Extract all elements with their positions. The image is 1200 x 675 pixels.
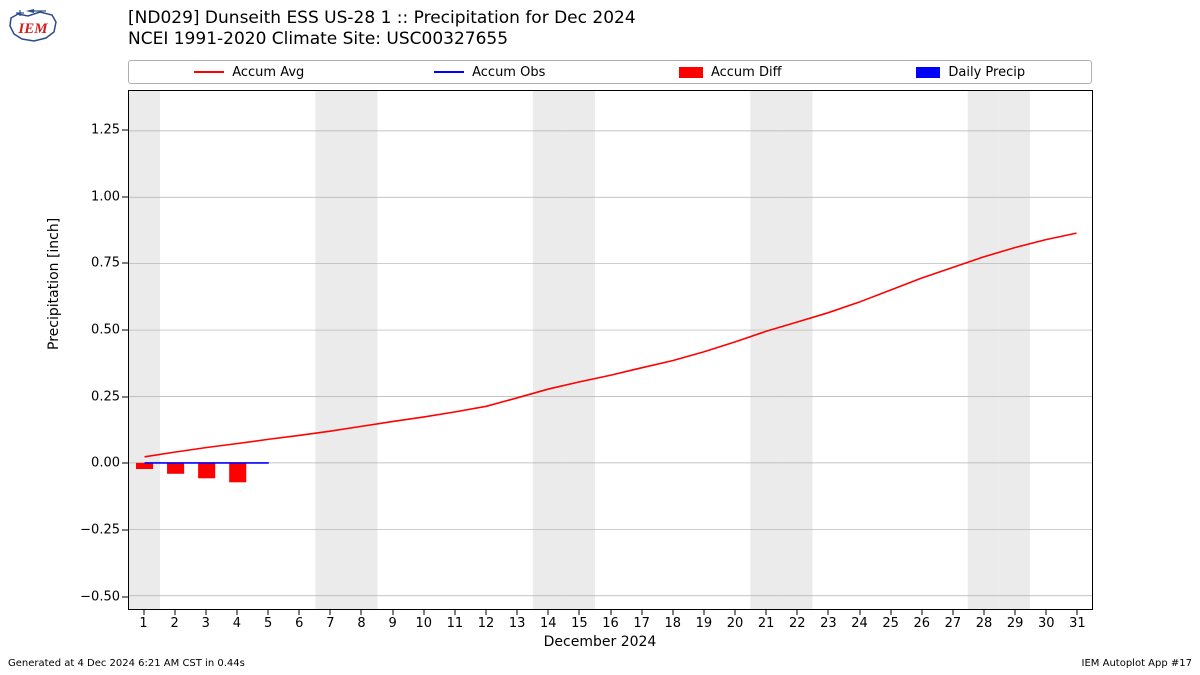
x-tick-mark — [610, 610, 611, 615]
chart-title-block: [ND029] Dunseith ESS US-28 1 :: Precipit… — [128, 8, 636, 51]
x-tick-label: 9 — [388, 616, 396, 631]
x-tick-mark — [952, 610, 953, 615]
x-tick-label: 3 — [202, 616, 210, 631]
y-tick-label: 0.50 — [80, 323, 120, 338]
x-tick-mark — [330, 610, 331, 615]
legend-item: Daily Precip — [851, 65, 1092, 80]
legend-label: Accum Avg — [232, 65, 304, 80]
legend-block-swatch — [679, 67, 703, 78]
legend-item: Accum Avg — [129, 65, 370, 80]
x-tick-label: 14 — [540, 616, 557, 631]
x-tick-mark — [299, 610, 300, 615]
x-tick-mark — [1077, 610, 1078, 615]
x-tick-mark — [485, 610, 486, 615]
x-tick-mark — [703, 610, 704, 615]
x-tick-label: 23 — [820, 616, 837, 631]
x-tick-label: 1 — [139, 616, 147, 631]
x-tick-label: 5 — [264, 616, 272, 631]
x-axis: 1234567891011121314151617181920212223242… — [128, 610, 1093, 630]
x-tick-mark — [1015, 610, 1016, 615]
title-line-1: [ND029] Dunseith ESS US-28 1 :: Precipit… — [128, 8, 636, 29]
x-tick-mark — [735, 610, 736, 615]
x-tick-label: 4 — [233, 616, 241, 631]
footer-generated: Generated at 4 Dec 2024 6:21 AM CST in 0… — [8, 658, 245, 669]
y-axis-label: Precipitation [inch] — [46, 218, 62, 350]
x-tick-mark — [548, 610, 549, 615]
x-tick-mark — [174, 610, 175, 615]
footer-app-id: IEM Autoplot App #17 — [1082, 658, 1192, 669]
x-tick-mark — [921, 610, 922, 615]
x-tick-label: 12 — [478, 616, 495, 631]
x-tick-mark — [828, 610, 829, 615]
y-tick-label: −0.50 — [80, 589, 120, 604]
x-axis-label: December 2024 — [0, 634, 1200, 650]
x-tick-label: 30 — [1038, 616, 1055, 631]
x-tick-mark — [205, 610, 206, 615]
x-tick-mark — [236, 610, 237, 615]
x-tick-mark — [268, 610, 269, 615]
x-tick-mark — [361, 610, 362, 615]
legend-line-swatch — [434, 71, 464, 73]
x-tick-label: 25 — [882, 616, 899, 631]
x-tick-mark — [890, 610, 891, 615]
x-tick-mark — [579, 610, 580, 615]
x-tick-label: 2 — [171, 616, 179, 631]
plot-canvas — [129, 91, 1092, 609]
y-tick-label: 0.00 — [80, 456, 120, 471]
x-tick-label: 19 — [696, 616, 713, 631]
x-tick-label: 16 — [602, 616, 619, 631]
legend-block-swatch — [916, 67, 940, 78]
x-tick-mark — [392, 610, 393, 615]
legend-label: Accum Obs — [472, 65, 545, 80]
x-tick-label: 7 — [326, 616, 334, 631]
logo-text: IEM — [17, 21, 48, 37]
y-tick-label: 0.75 — [80, 256, 120, 271]
x-tick-label: 13 — [509, 616, 526, 631]
x-tick-mark — [143, 610, 144, 615]
y-axis: −0.50 −0.25 0.00 0.25 0.50 0.75 1.00 1.25 — [80, 90, 128, 610]
x-tick-label: 28 — [976, 616, 993, 631]
iem-logo: IEM — [6, 6, 61, 46]
x-tick-mark — [454, 610, 455, 615]
x-tick-label: 20 — [727, 616, 744, 631]
x-tick-mark — [1046, 610, 1047, 615]
x-tick-label: 18 — [664, 616, 681, 631]
y-tick-label: 1.00 — [80, 189, 120, 204]
plot-area — [128, 90, 1093, 610]
x-tick-mark — [984, 610, 985, 615]
y-tick-label: −0.25 — [80, 523, 120, 538]
legend-label: Accum Diff — [711, 65, 782, 80]
x-tick-label: 21 — [758, 616, 775, 631]
x-tick-label: 10 — [415, 616, 432, 631]
x-tick-label: 22 — [789, 616, 806, 631]
x-tick-mark — [423, 610, 424, 615]
legend-item: Accum Obs — [370, 65, 611, 80]
x-tick-mark — [766, 610, 767, 615]
x-tick-label: 27 — [945, 616, 962, 631]
y-tick-label: 0.25 — [80, 389, 120, 404]
legend-line-swatch — [194, 71, 224, 73]
x-tick-mark — [859, 610, 860, 615]
x-tick-label: 17 — [633, 616, 650, 631]
x-tick-mark — [672, 610, 673, 615]
x-tick-label: 26 — [914, 616, 931, 631]
x-tick-label: 24 — [851, 616, 868, 631]
x-tick-label: 29 — [1007, 616, 1024, 631]
x-tick-mark — [641, 610, 642, 615]
legend-item: Accum Diff — [610, 65, 851, 80]
y-tick-label: 1.25 — [80, 123, 120, 138]
legend: Accum Avg Accum Obs Accum Diff Daily Precip — [128, 60, 1092, 84]
x-tick-label: 6 — [295, 616, 303, 631]
legend-label: Daily Precip — [948, 65, 1025, 80]
title-line-2: NCEI 1991-2020 Climate Site: USC00327655 — [128, 29, 636, 50]
x-tick-label: 15 — [571, 616, 588, 631]
x-tick-label: 31 — [1069, 616, 1086, 631]
x-tick-label: 8 — [357, 616, 365, 631]
x-tick-mark — [517, 610, 518, 615]
x-tick-mark — [797, 610, 798, 615]
x-tick-label: 11 — [447, 616, 464, 631]
